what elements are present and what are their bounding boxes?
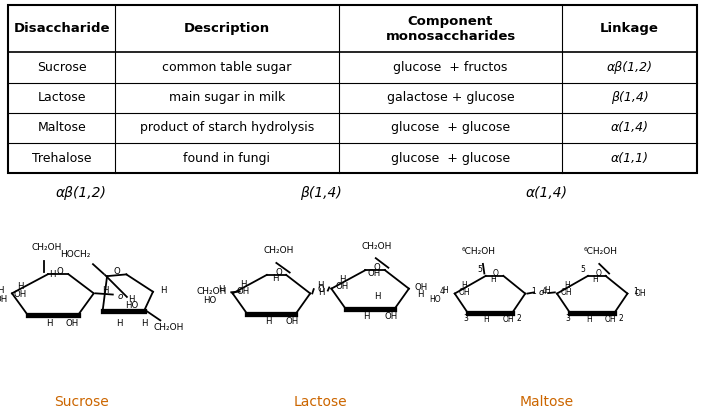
Text: H: H [544,286,550,295]
Text: OH: OH [286,317,299,326]
Text: H: H [442,286,448,295]
Text: 1: 1 [634,287,638,296]
Text: common table sugar: common table sugar [162,61,292,74]
Text: 2: 2 [517,314,521,323]
Text: o: o [539,288,544,297]
Text: glucose  + fructos: glucose + fructos [393,61,508,74]
Text: O: O [317,285,324,295]
Text: Sucrose: Sucrose [54,395,109,409]
Text: H: H [564,281,570,290]
Text: OH: OH [385,312,398,321]
Text: O: O [114,267,120,276]
Text: Disaccharide: Disaccharide [13,22,110,35]
Text: OH: OH [66,319,79,328]
Text: H: H [240,280,247,289]
Text: Lactose: Lactose [294,395,348,409]
Text: product of starch hydrolysis: product of starch hydrolysis [140,121,314,134]
Text: H: H [462,281,467,290]
Text: H: H [17,282,24,291]
Text: glucose  + glucose: glucose + glucose [391,152,510,165]
Text: OH: OH [237,287,250,296]
Text: Maltose: Maltose [37,121,86,134]
Text: H: H [264,317,271,326]
Text: α(1,4): α(1,4) [525,186,568,201]
Text: 4: 4 [440,287,444,296]
Text: αβ(1,2): αβ(1,2) [606,61,652,74]
Text: Description: Description [184,22,270,35]
Text: H: H [0,287,4,295]
Text: β(1,4): β(1,4) [300,186,342,201]
Text: α(1,1): α(1,1) [611,152,649,165]
Text: HO: HO [125,302,138,310]
Text: Component
monosaccharides: Component monosaccharides [386,15,515,43]
Text: glucose  + glucose: glucose + glucose [391,121,510,134]
Text: OH: OH [605,315,616,324]
Text: α(1,4): α(1,4) [611,121,649,134]
Text: H: H [338,275,345,284]
Text: H: H [374,292,381,301]
Text: 4: 4 [542,287,546,296]
Text: 5: 5 [580,265,584,275]
Text: H: H [318,288,325,297]
Text: OH: OH [415,283,428,292]
Text: H: H [128,295,135,305]
Text: 3: 3 [566,314,570,323]
Text: H: H [490,275,496,284]
Text: HO: HO [429,295,441,304]
Text: O: O [493,269,499,278]
Text: o: o [117,292,123,302]
Text: ⁶CH₂OH: ⁶CH₂OH [584,248,618,256]
Text: H: H [317,280,324,290]
Text: CH₂OH: CH₂OH [31,243,62,253]
Text: H: H [46,319,53,328]
Text: ⁶CH₂OH: ⁶CH₂OH [462,248,496,256]
Text: O: O [595,269,601,278]
Text: OH: OH [336,282,348,291]
Text: CH₂OH: CH₂OH [362,242,393,251]
Text: Maltose: Maltose [520,395,573,409]
Text: O: O [374,263,381,272]
Text: OH: OH [14,290,27,299]
Text: H: H [141,319,148,328]
Text: H: H [218,285,225,295]
Text: H: H [484,315,489,324]
Text: H: H [271,274,278,283]
Text: OH: OH [634,289,646,298]
Text: β(1,4): β(1,4) [611,91,649,104]
Text: found in fungi: found in fungi [183,152,271,165]
Text: Sucrose: Sucrose [37,61,87,74]
Text: OH: OH [561,287,572,297]
Text: Trehalose: Trehalose [32,152,92,165]
Text: H: H [363,312,370,321]
Text: HOCH₂: HOCH₂ [60,250,90,259]
Text: OH: OH [503,315,514,324]
Text: H: H [592,275,598,284]
Text: OH: OH [367,269,380,278]
Text: CH₂OH: CH₂OH [263,246,294,255]
Text: main sugar in milk: main sugar in milk [168,91,285,104]
Text: H: H [102,287,109,295]
Text: 3: 3 [464,314,468,323]
Text: αβ(1,2): αβ(1,2) [56,186,106,201]
Text: H: H [586,315,591,324]
Text: CH₂OH: CH₂OH [154,323,184,332]
Text: O: O [57,267,63,276]
Text: H: H [417,290,424,299]
Text: 5: 5 [478,265,482,275]
Text: Lactose: Lactose [37,91,86,104]
Text: 2: 2 [619,314,623,323]
Text: galactose + glucose: galactose + glucose [387,91,515,104]
Text: H: H [160,286,167,295]
Text: H: H [116,319,123,328]
Text: O: O [275,267,282,277]
Text: H: H [49,270,56,280]
Text: HO: HO [204,296,216,305]
Text: 1: 1 [532,287,536,296]
Text: CH₂OH: CH₂OH [196,287,227,296]
Text: Linkage: Linkage [600,22,659,35]
Text: OH: OH [459,287,470,297]
Text: OH: OH [0,295,7,304]
